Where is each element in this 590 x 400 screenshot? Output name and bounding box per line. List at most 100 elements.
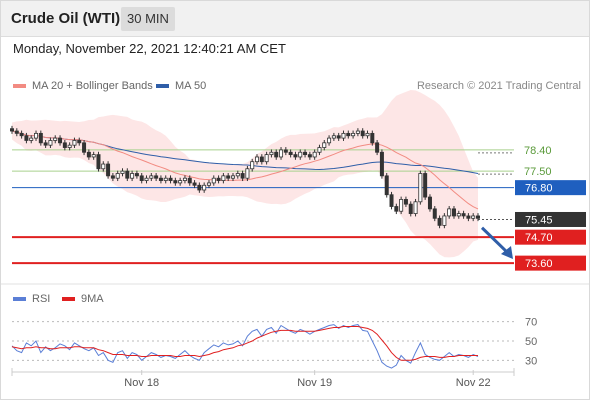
level-label-76-80: 76.80 xyxy=(525,183,553,195)
last-price-box xyxy=(515,211,586,227)
candle-body xyxy=(461,213,466,217)
candle-body xyxy=(331,135,336,139)
candle-body xyxy=(413,201,418,214)
candle-body xyxy=(34,132,39,139)
candle-body xyxy=(14,130,19,134)
ma20-label: MA 20 + Bollinger Bands xyxy=(32,80,153,93)
candle-body xyxy=(168,177,173,181)
candle-body xyxy=(96,154,101,170)
candle-body xyxy=(139,175,144,181)
candle-body xyxy=(62,142,67,148)
candle-body xyxy=(245,168,250,179)
candle-body xyxy=(163,177,168,181)
candle-body xyxy=(58,137,63,144)
candle-body xyxy=(206,182,211,186)
candle-body xyxy=(389,194,394,207)
candle-body xyxy=(82,142,87,153)
ma50-label: MA 50 xyxy=(175,80,207,93)
candle-body xyxy=(451,208,456,217)
candle-body xyxy=(423,173,428,198)
forecast-arrowhead xyxy=(501,246,513,260)
candle-body xyxy=(110,175,115,179)
candle-body xyxy=(355,130,360,134)
candle-body xyxy=(351,132,356,137)
candle-body xyxy=(192,182,197,186)
candle-body xyxy=(120,170,125,174)
timeframe-button[interactable]: 30 MIN xyxy=(121,7,175,31)
rsi-tick-label: 70 xyxy=(525,317,537,329)
candle-body xyxy=(211,177,216,184)
candle-body xyxy=(346,132,351,137)
candle-body xyxy=(216,177,221,181)
candle-body xyxy=(456,213,461,217)
title-bar: Crude Oil (WTI) 30 MIN xyxy=(0,0,590,37)
candle-body xyxy=(375,142,380,153)
rsi-line xyxy=(11,324,479,369)
candle-body xyxy=(149,175,154,179)
legend-ma20: MA 20 + Bollinger Bands xyxy=(13,80,153,92)
candle-body xyxy=(317,147,322,153)
level-box-73-60 xyxy=(515,255,586,271)
candle-body xyxy=(475,215,480,219)
candle-body xyxy=(379,151,384,177)
candle-body xyxy=(427,196,432,210)
x-axis-label: Nov 22 xyxy=(456,377,491,389)
candle-body xyxy=(298,151,303,158)
candle-body xyxy=(312,151,317,158)
chart-datetime: Monday, November 22, 2021 12:40:21 AM CE… xyxy=(13,41,286,56)
candle-body xyxy=(29,137,34,141)
candle-body xyxy=(418,173,423,203)
candle-body xyxy=(394,206,399,212)
candle-body xyxy=(67,144,72,148)
research-credit: Research © 2021 Trading Central xyxy=(416,80,581,92)
ma20-line xyxy=(11,130,479,210)
candle-body xyxy=(322,142,327,148)
candle-body xyxy=(24,135,29,141)
candle-body xyxy=(230,175,235,179)
candle-body xyxy=(144,177,149,181)
rsi-label: RSI xyxy=(32,293,51,306)
instrument-title: Crude Oil (WTI) xyxy=(11,10,121,27)
candle-body xyxy=(101,163,106,170)
candle-body xyxy=(293,154,298,158)
candle-body xyxy=(187,177,192,184)
candle-body xyxy=(173,180,178,184)
candle-body xyxy=(125,170,130,179)
candle-body xyxy=(327,137,332,144)
candle-body xyxy=(403,199,408,205)
candle-body xyxy=(442,215,447,226)
level-label-78-40: 78.40 xyxy=(524,145,552,157)
candle-body xyxy=(38,132,43,144)
candle-body xyxy=(106,163,111,177)
candle-body xyxy=(197,184,202,191)
x-axis-label: Nov 19 xyxy=(297,377,332,389)
rsi-ma-swatch xyxy=(62,297,75,302)
level-box-74-70 xyxy=(515,229,586,245)
rsi-tick-label: 50 xyxy=(525,336,537,348)
candle-body xyxy=(259,156,264,163)
candle-body xyxy=(19,132,24,137)
level-box-76-80 xyxy=(515,180,586,196)
candle-body xyxy=(384,175,389,196)
candle-body xyxy=(53,137,58,141)
candle-body xyxy=(86,151,91,158)
candle-body xyxy=(365,132,370,137)
candle-body xyxy=(72,140,77,146)
candle-body xyxy=(235,173,240,177)
candle-body xyxy=(341,132,346,139)
candle-body xyxy=(447,208,452,217)
candle-body xyxy=(360,130,365,137)
candle-body xyxy=(158,177,163,181)
forecast-arrow xyxy=(480,226,509,254)
candle-body xyxy=(307,154,312,158)
candle-body xyxy=(91,154,96,158)
candle-body xyxy=(48,140,53,146)
candle-body xyxy=(336,135,341,139)
candle-body xyxy=(264,154,269,163)
candle-body xyxy=(471,215,476,219)
candle-body xyxy=(288,151,293,156)
candle-body xyxy=(269,151,274,156)
candle-body xyxy=(130,173,135,179)
candle-body xyxy=(408,203,413,214)
